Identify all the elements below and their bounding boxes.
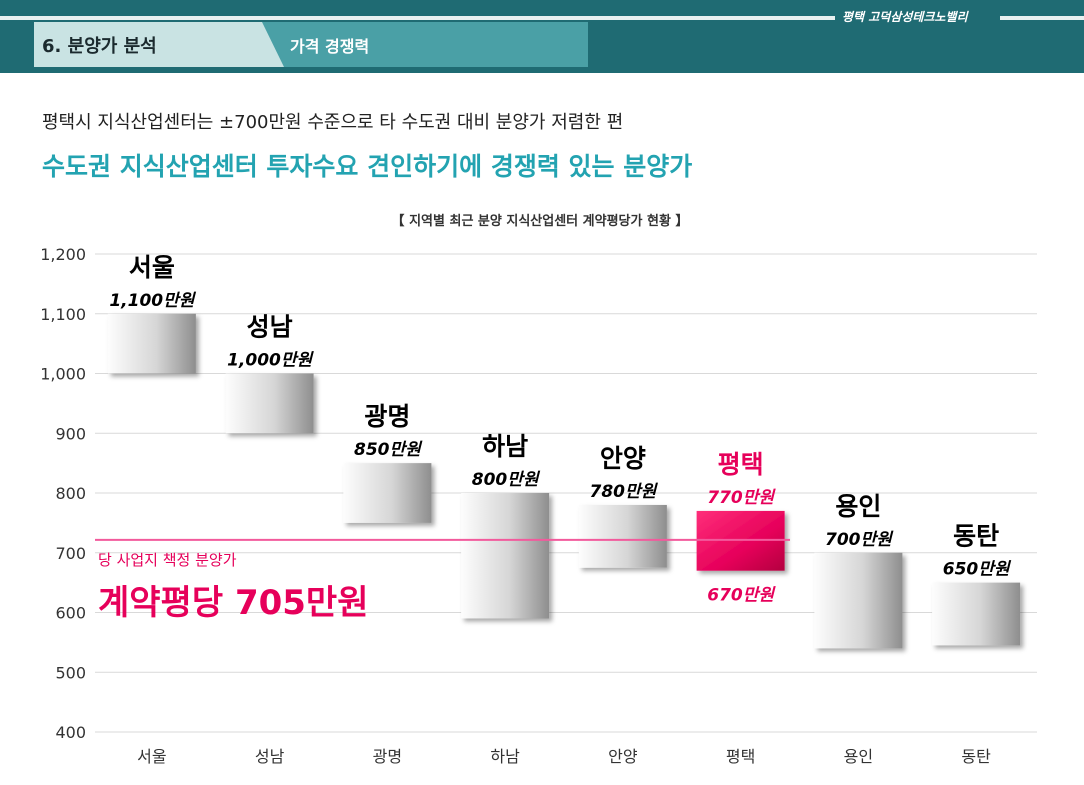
x-tick-label: 광명	[373, 747, 402, 766]
bar-광명	[343, 463, 432, 523]
x-tick-label: 하남	[490, 747, 520, 766]
lead-text: 평택시 지식산업센터는 ±700만원 수준으로 타 수도권 대비 분양가 저렴한…	[42, 112, 624, 133]
header-rule-right	[1000, 16, 1084, 20]
bar-하남	[461, 493, 550, 619]
y-tick-label: 1,100	[40, 305, 86, 324]
y-tick-label: 800	[55, 484, 86, 503]
bar-value-label: 800만원	[472, 470, 541, 490]
bar-동탄	[932, 582, 1021, 646]
bar-성남	[225, 373, 314, 434]
bar-region-label: 광명	[364, 402, 410, 431]
bar-region-label: 성남	[247, 313, 293, 342]
bar-value-label: 850만원	[354, 440, 423, 460]
brand-label: 평택 고덕삼성테크노밸리	[842, 10, 968, 24]
y-tick-label: 900	[55, 424, 86, 443]
bar-서울	[107, 313, 196, 374]
header-rule-left	[0, 16, 835, 20]
bar-value-label: 700만원	[825, 530, 894, 550]
bar-region-label: 하남	[482, 432, 528, 461]
y-tick-label: 400	[55, 723, 86, 742]
bar-value-label: 770만원	[707, 488, 776, 508]
x-tick-label: 용인	[844, 747, 873, 766]
y-tick-label: 1,200	[40, 245, 86, 264]
subsection-title: 가격 경쟁력	[290, 37, 370, 56]
x-tick-label: 평택	[726, 747, 755, 766]
bar-region-label: 평택	[718, 450, 764, 479]
header-bar: 평택 고덕삼성테크노밸리 6. 분양가 분석 가격 경쟁력	[0, 0, 1084, 73]
bar-region-label: 안양	[600, 444, 646, 473]
chart-title: 【 지역별 최근 분양 지식산업센터 계약평당가 현황 】	[392, 213, 689, 229]
bar-low-label: 670만원	[707, 586, 776, 606]
y-tick-label: 1,000	[40, 365, 86, 384]
bar-region-label: 동탄	[953, 522, 999, 551]
bar-region-label: 용인	[835, 492, 881, 521]
section-title: 6. 분양가 분석	[42, 36, 157, 57]
bar-value-label: 1,000만원	[227, 351, 314, 371]
section-tab	[34, 22, 284, 67]
x-tick-label: 안양	[608, 747, 638, 766]
y-tick-label: 500	[55, 663, 86, 682]
x-tick-label: 서울	[137, 747, 166, 766]
reference-label: 당 사업지 책정 분양가	[98, 551, 237, 569]
headline: 수도권 지식산업센터 투자수요 견인하기에 경쟁력 있는 분양가	[42, 152, 693, 181]
bar-value-label: 1,100만원	[109, 291, 196, 311]
bar-value-label: 780만원	[589, 482, 658, 502]
subsection-tab	[258, 22, 588, 67]
x-tick-label: 성남	[255, 747, 285, 766]
y-tick-label: 600	[55, 604, 86, 623]
x-tick-label: 동탄	[961, 747, 991, 766]
bar-용인	[814, 552, 903, 649]
reference-value: 계약평당 705만원	[98, 583, 369, 623]
y-tick-label: 700	[55, 544, 86, 563]
bar-region-label: 서울	[129, 253, 175, 282]
bar-value-label: 650만원	[943, 560, 1012, 580]
